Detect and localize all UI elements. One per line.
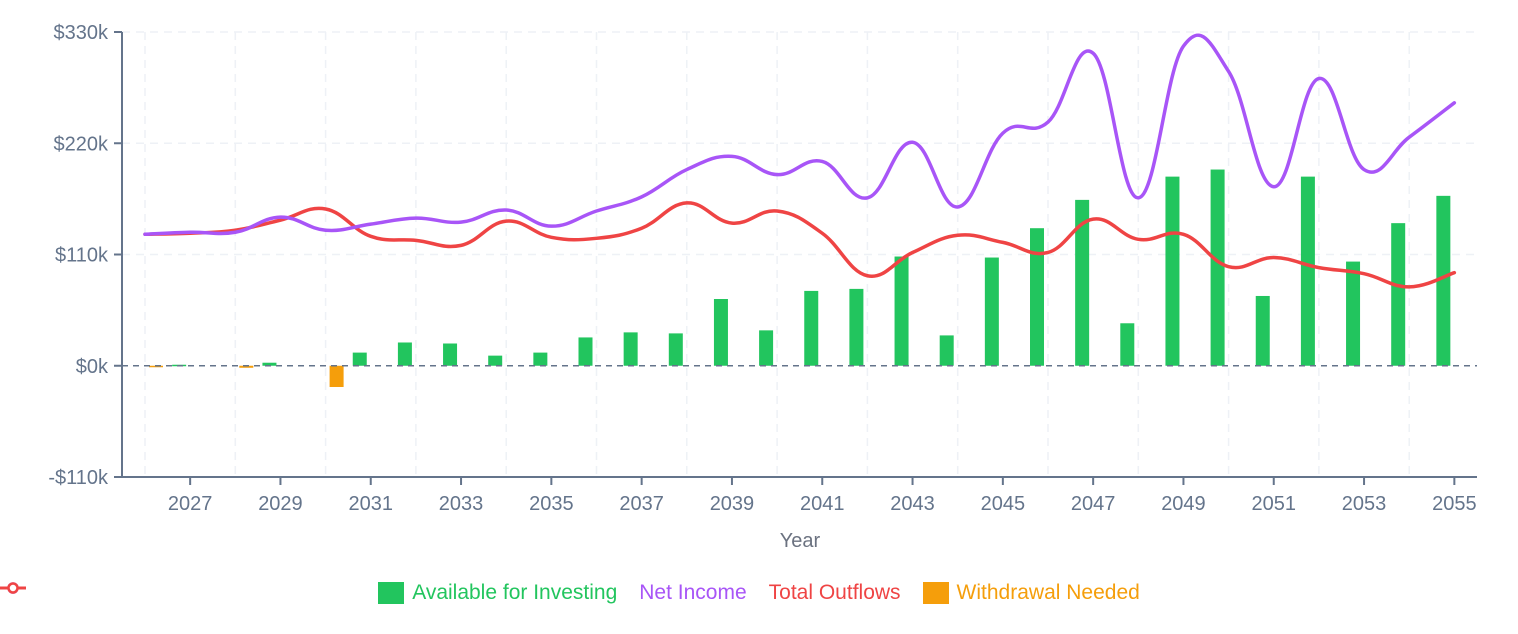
bar-withdrawal-needed[interactable] — [329, 365, 344, 387]
x-tick-label: 2027 — [168, 493, 213, 515]
line-circle-icon — [0, 582, 26, 594]
bar-available-for-investing[interactable] — [1255, 295, 1270, 366]
y-tick-label: $0k — [76, 356, 109, 378]
legend-item-withdrawal-needed[interactable]: Withdrawal Needed — [922, 581, 1140, 605]
x-tick-label: 2037 — [619, 493, 664, 515]
y-tick-label: $220k — [54, 133, 109, 155]
legend-label: Total Outflows — [768, 581, 901, 604]
x-tick-label: 2055 — [1432, 493, 1477, 515]
bar-available-for-investing[interactable] — [1436, 195, 1451, 366]
x-tick-label: 2033 — [439, 493, 484, 515]
green-square-icon — [378, 582, 405, 604]
bar-available-for-investing[interactable] — [1391, 223, 1406, 366]
legend-label: Net Income — [639, 581, 747, 604]
total-outflows-line[interactable] — [143, 201, 1457, 289]
x-tick-label: 2031 — [349, 493, 394, 515]
bar-available-for-investing[interactable] — [939, 335, 954, 366]
lines — [143, 33, 1457, 289]
bar-available-for-investing[interactable] — [1120, 323, 1135, 366]
legend-label: Available for Investing — [412, 581, 618, 604]
grid — [122, 31, 1477, 478]
x-tick-label: 2035 — [529, 493, 574, 515]
bar-available-for-investing[interactable] — [1165, 176, 1180, 366]
bar-available-for-investing[interactable] — [668, 333, 683, 366]
legend-item-available-for-investing[interactable]: Available for Investing — [378, 581, 617, 605]
x-tick-label: 2049 — [1161, 493, 1206, 515]
bar-available-for-investing[interactable] — [1075, 199, 1090, 366]
legend-item-net-income[interactable]: Net Income — [0, 581, 747, 605]
y-tick-label: $110k — [55, 245, 109, 267]
bar-available-for-investing[interactable] — [1346, 261, 1361, 366]
bar-available-for-investing[interactable] — [713, 299, 728, 366]
x-tick-label: 2045 — [981, 493, 1026, 515]
bar-available-for-investing[interactable] — [894, 256, 909, 366]
bar-available-for-investing[interactable] — [759, 330, 774, 366]
bar-available-for-investing[interactable] — [1030, 228, 1044, 366]
axes: $330k $220k $110k $0k -$110k 2027 2029 2031 2033… — [48, 22, 1477, 515]
bar-available-for-investing[interactable] — [352, 352, 367, 366]
bar-available-for-investing[interactable] — [1210, 169, 1225, 366]
legend: Available for Investing Net Income Total… — [0, 581, 1518, 605]
bar-available-for-investing[interactable] — [849, 288, 864, 366]
bar-available-for-investing[interactable] — [578, 337, 593, 366]
orange-square-icon — [922, 582, 949, 604]
legend-item-total-outflows[interactable]: Total Outflows — [0, 581, 901, 605]
x-tick-label: 2047 — [1071, 493, 1116, 515]
bar-available-for-investing[interactable] — [984, 257, 999, 366]
bar-available-for-investing[interactable] — [397, 342, 412, 366]
bar-available-for-investing[interactable] — [262, 362, 277, 366]
x-tick-label: 2029 — [258, 493, 303, 515]
bar-available-for-investing[interactable] — [804, 290, 819, 366]
x-axis-title: Year — [780, 530, 821, 552]
x-tick-label: 2039 — [710, 493, 755, 515]
bar-available-for-investing[interactable] — [533, 352, 548, 366]
bars — [149, 169, 1451, 387]
bar-available-for-investing[interactable] — [1300, 176, 1315, 366]
bar-withdrawal-needed[interactable] — [239, 365, 254, 368]
bar-available-for-investing[interactable] — [623, 332, 638, 366]
x-tick-label: 2051 — [1252, 493, 1297, 515]
bar-available-for-investing[interactable] — [488, 355, 503, 366]
x-tick-label: 2053 — [1342, 493, 1387, 515]
net-income-line[interactable] — [143, 33, 1457, 237]
y-tick-label: -$110k — [48, 467, 109, 489]
bar-available-for-investing[interactable] — [443, 343, 458, 366]
x-tick-label: 2041 — [800, 493, 845, 515]
y-tick-label: $330k — [54, 22, 109, 44]
legend-label: Withdrawal Needed — [956, 581, 1140, 604]
x-tick-label: 2043 — [890, 493, 935, 515]
